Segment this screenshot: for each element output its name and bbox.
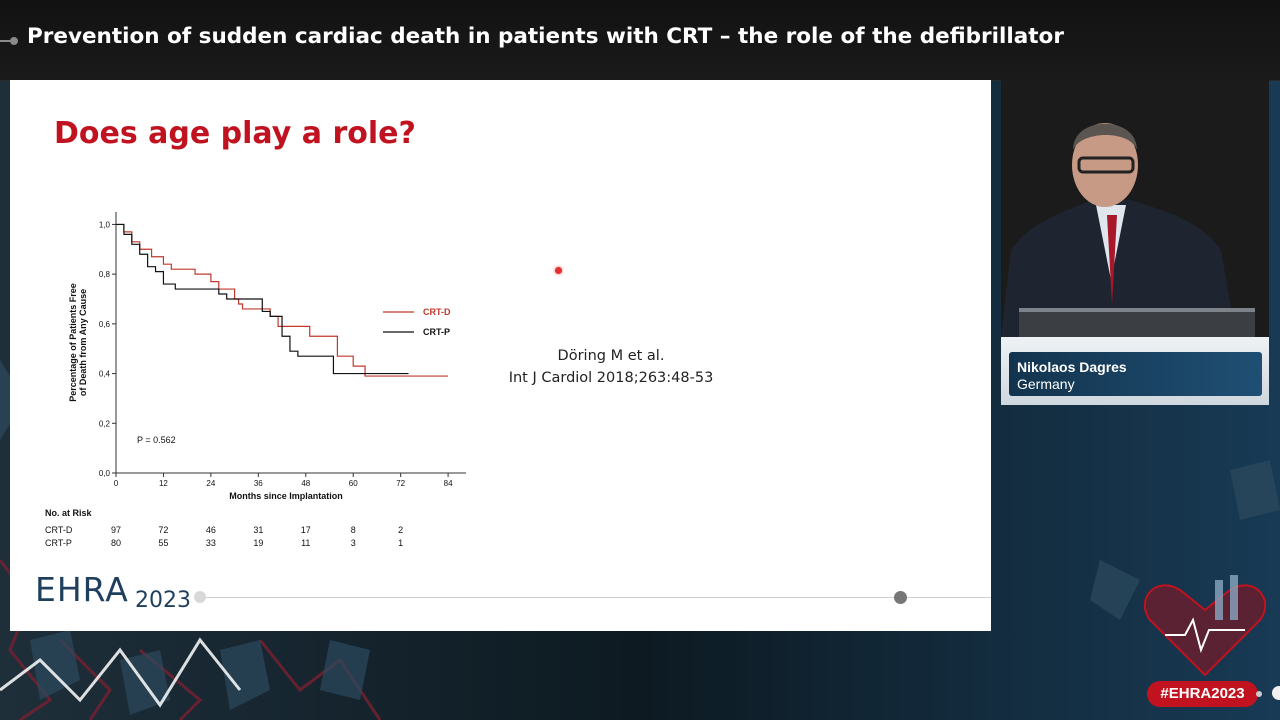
hashtag-dot: [1256, 691, 1262, 697]
header-bar: Prevention of sudden cardiac death in pa…: [0, 0, 1280, 81]
legend-label-crt-p: CRT-P: [423, 327, 450, 337]
reference-journal: Int J Cardiol 2018;263:48-53: [508, 370, 714, 386]
at-risk-row-label: CRT-P: [45, 538, 72, 548]
header-line: [0, 40, 12, 42]
rule-dot-left: [194, 591, 206, 603]
at-risk-value: 80: [111, 538, 121, 548]
at-risk-row-label: CRT-D: [45, 525, 73, 535]
at-risk-value: 31: [253, 525, 263, 535]
y-tick-label: 0,4: [99, 370, 111, 379]
y-axis-label-line1: Percentage of Patients Free: [68, 283, 78, 402]
at-risk-header: No. at Risk: [45, 508, 93, 518]
at-risk-value: 8: [351, 525, 356, 535]
at-risk-value: 72: [158, 525, 168, 535]
speaker-figure: [1001, 80, 1269, 337]
x-tick-label: 48: [301, 479, 310, 488]
x-tick-label: 36: [254, 479, 263, 488]
speaker-lower-third: Nikolaos Dagres Germany: [1001, 337, 1269, 405]
x-tick-label: 84: [444, 479, 453, 488]
x-tick-label: 72: [396, 479, 405, 488]
header-dot: [10, 37, 18, 45]
y-tick-label: 0,8: [99, 270, 111, 279]
at-risk-value: 17: [301, 525, 311, 535]
legend-label-crt-d: CRT-D: [423, 307, 451, 317]
at-risk-value: 3: [351, 538, 356, 548]
slide: Does age play a role? 0 12 24 36 48 60 72 84 0,0…: [10, 80, 991, 631]
hashtag-dot-large: [1272, 686, 1280, 700]
ehra-logo-year: 2023: [135, 588, 191, 613]
x-tick-label: 0: [114, 479, 119, 488]
laser-pointer: [555, 267, 562, 274]
x-axis-label: Months since Implantation: [229, 491, 343, 501]
reference-authors: Döring M et al.: [557, 348, 665, 364]
x-tick-label: 60: [349, 479, 358, 488]
y-tick-label: 1,0: [99, 220, 111, 229]
x-tick-label: 12: [159, 479, 168, 488]
speaker-name: Nikolaos Dagres: [1017, 359, 1127, 375]
speaker-name-box: Nikolaos Dagres Germany: [1009, 352, 1262, 396]
presentation-title: Prevention of sudden cardiac death in pa…: [27, 24, 1064, 49]
at-risk-value: 33: [206, 538, 216, 548]
at-risk-value: 46: [206, 525, 216, 535]
speaker-video: [1001, 80, 1269, 337]
y-tick-label: 0,6: [99, 320, 111, 329]
at-risk-value: 11: [301, 538, 310, 548]
slide-title: Does age play a role?: [54, 116, 416, 151]
at-risk-value: 19: [253, 538, 263, 548]
speaker-country: Germany: [1017, 376, 1075, 392]
rule-dot-right: [894, 591, 907, 604]
slide-rule: [200, 597, 991, 598]
at-risk-value: 1: [398, 538, 403, 548]
at-risk-value: 55: [158, 538, 168, 548]
y-tick-label: 0,2: [99, 419, 111, 428]
heart-logo-icon: [1143, 575, 1267, 677]
hashtag-badge: #EHRA2023: [1147, 681, 1258, 707]
at-risk-value: 2: [398, 525, 403, 535]
x-tick-label: 24: [206, 479, 215, 488]
p-value-label: P = 0.562: [137, 435, 176, 445]
at-risk-value: 97: [111, 525, 121, 535]
y-axis-label-line2: of Death from Any Cause: [78, 289, 88, 396]
reference: Döring M et al. Int J Cardiol 2018;263:4…: [380, 345, 842, 389]
km-curve-crt-p: [116, 223, 409, 375]
kaplan-meier-chart: 0 12 24 36 48 60 72 840,00,20,40,60,81,0Months …: [45, 212, 466, 548]
y-tick-label: 0,0: [99, 469, 111, 478]
ehra-logo-text: EHRA: [35, 570, 129, 609]
